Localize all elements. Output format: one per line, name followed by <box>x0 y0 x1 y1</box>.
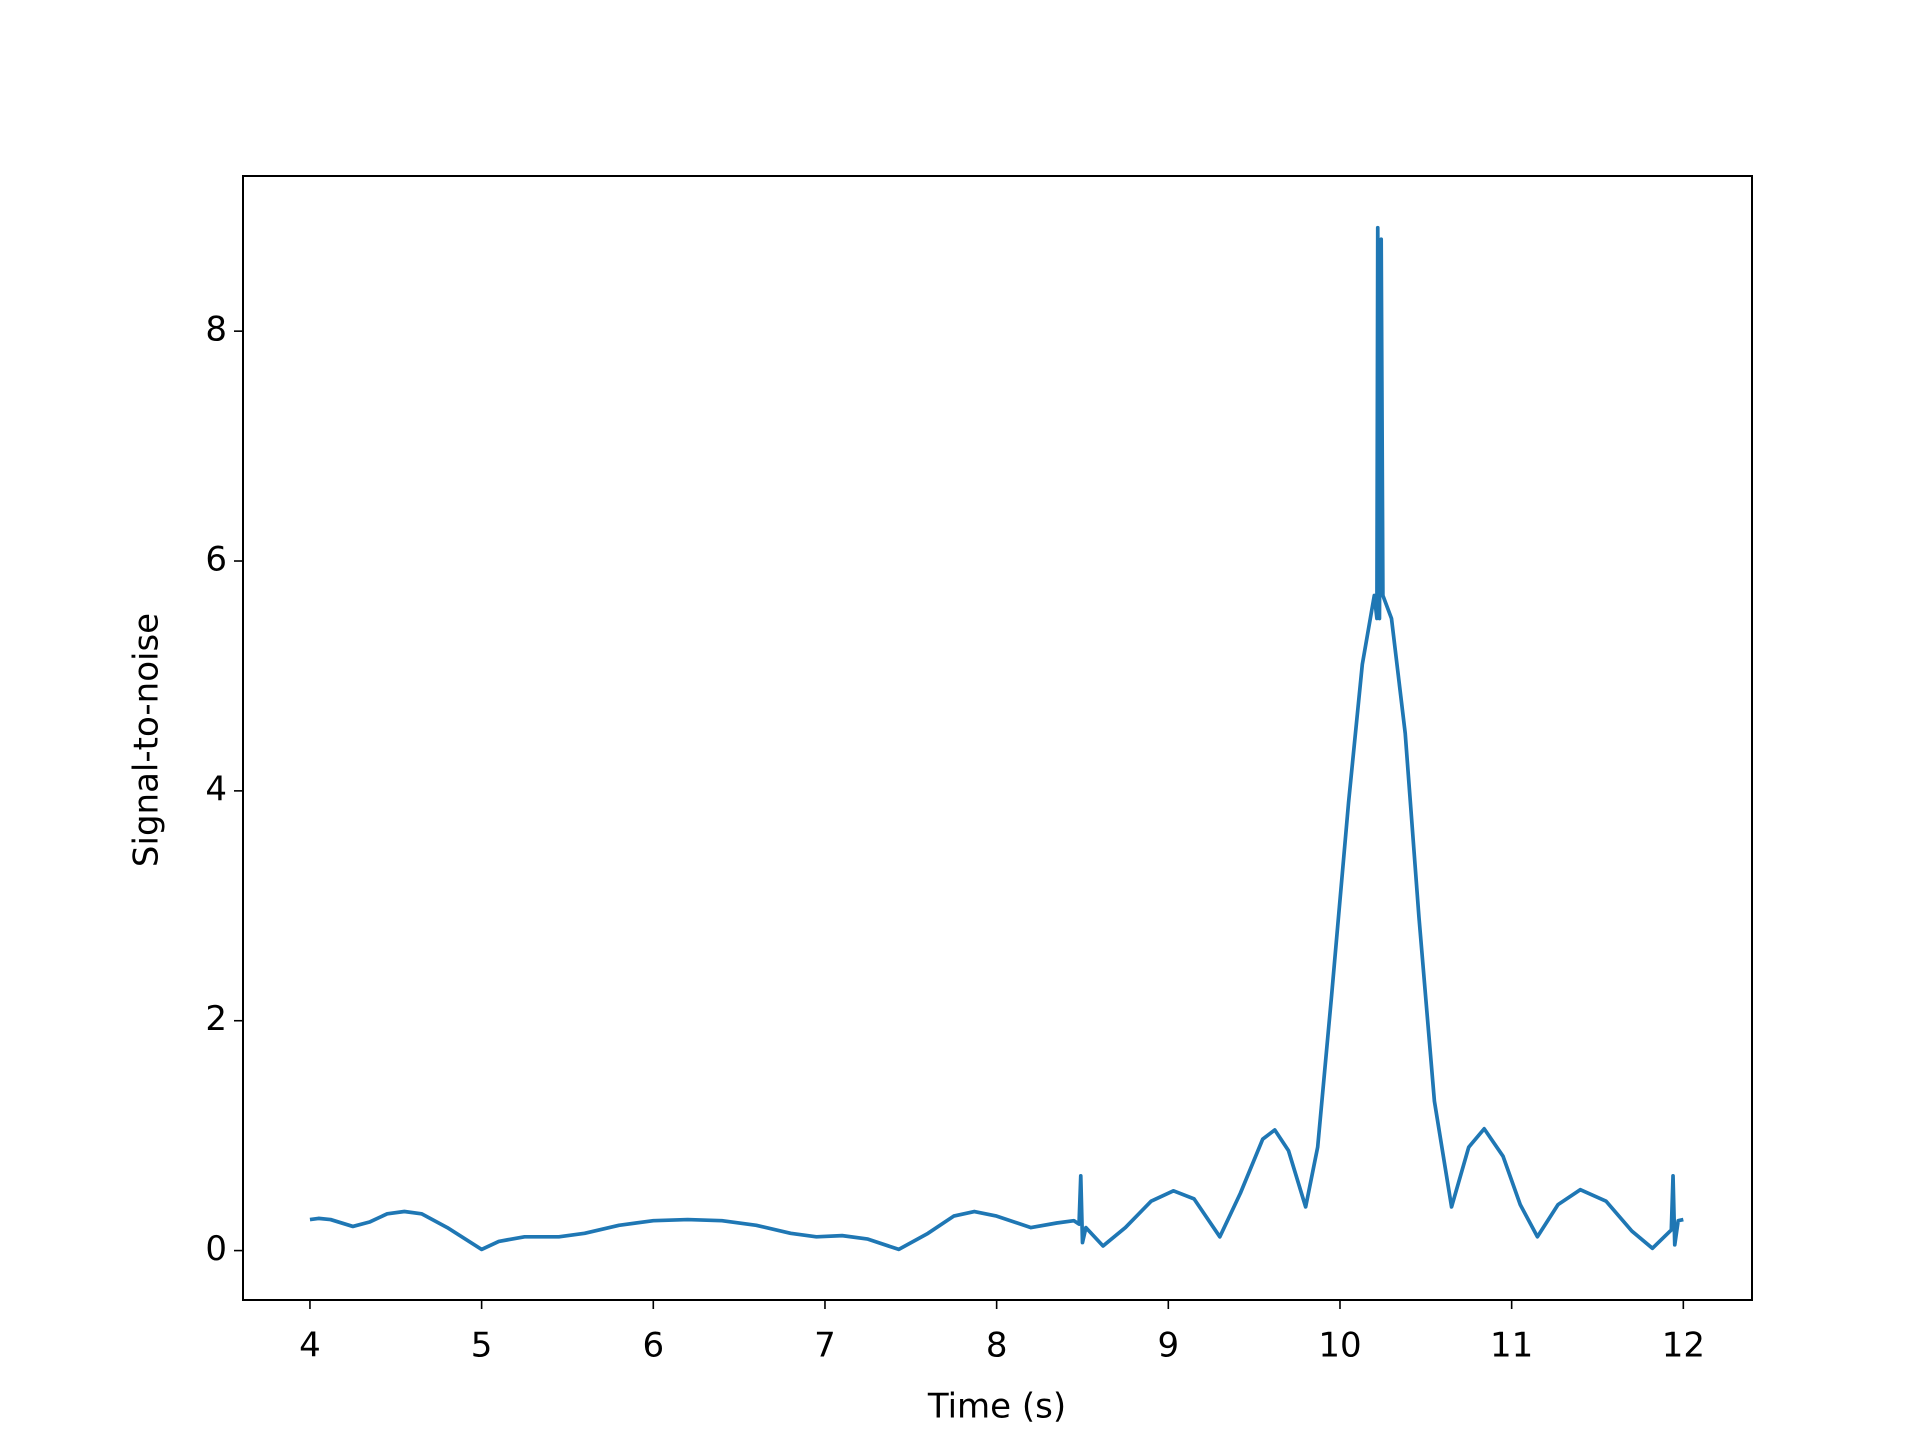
plot-frame <box>242 175 1753 1301</box>
x-tick-label: 9 <box>1157 1326 1179 1366</box>
y-tick-label: 8 <box>205 310 227 350</box>
x-tick-label: 5 <box>471 1326 493 1366</box>
x-tick-label: 4 <box>299 1326 321 1366</box>
x-axis-label: Time (s) <box>927 1387 1066 1427</box>
x-tick-label: 6 <box>642 1326 664 1366</box>
x-tick-label: 7 <box>814 1326 836 1366</box>
x-tick-label: 10 <box>1318 1326 1361 1366</box>
x-tick-label: 12 <box>1662 1326 1705 1366</box>
data-line <box>309 225 1684 1252</box>
x-tick-label: 11 <box>1490 1326 1533 1366</box>
y-tick-label: 2 <box>205 999 227 1039</box>
y-tick-label: 0 <box>205 1229 227 1269</box>
y-tick-label: 4 <box>205 769 227 809</box>
y-axis-label: Signal-to-noise <box>127 613 167 867</box>
y-tick-label: 6 <box>205 540 227 580</box>
x-tick-label: 8 <box>986 1326 1008 1366</box>
